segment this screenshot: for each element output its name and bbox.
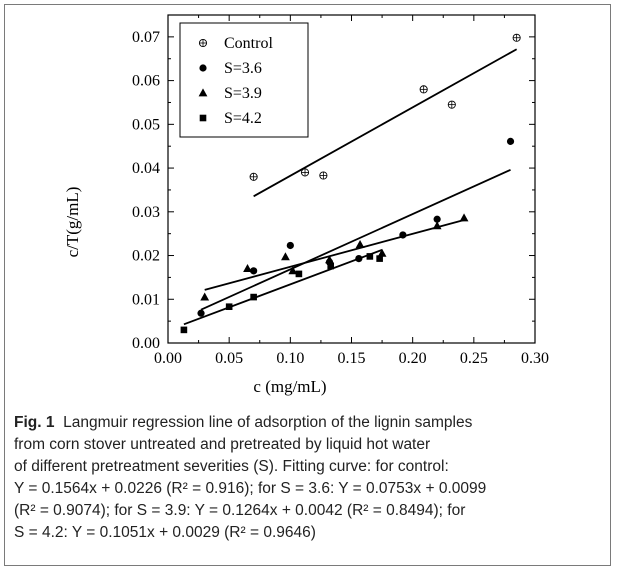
x-tick-label: 0.15 xyxy=(338,350,366,367)
fit-lines xyxy=(183,48,518,326)
x-tick-label: 0.05 xyxy=(215,350,243,367)
fit-line xyxy=(204,219,465,291)
data-point-triangle xyxy=(281,252,290,261)
chart: 0.00 0.05 0.10 0.15 0.20 0.25 0.30 0.00 0.01 0.02… xyxy=(63,14,549,396)
y-axis-label: c/T(g/mL) xyxy=(63,187,82,258)
data-point-circle xyxy=(399,231,407,239)
data-point-triangle xyxy=(355,240,365,248)
data-point-square xyxy=(327,262,335,270)
x-tick-label: 0.30 xyxy=(521,350,549,367)
caption-line-3: of different pretreatment severities (S)… xyxy=(14,458,449,475)
data-point-triangle xyxy=(200,292,210,301)
data-point-triangle xyxy=(459,213,469,222)
y-tick-label: 0.06 xyxy=(132,73,160,90)
caption-line-6: S = 4.2: Y = 0.1051x + 0.0029 (R² = 0.96… xyxy=(14,524,316,541)
data-point-circle-plus xyxy=(512,33,521,42)
x-axis-label: c (mg/mL) xyxy=(253,377,326,396)
data-point-circle-plus xyxy=(249,172,258,181)
legend-label: S=3.9 xyxy=(224,85,262,102)
caption-text: Langmuir regression line of adsorption o… xyxy=(63,414,473,431)
data-point-square xyxy=(376,255,383,262)
y-tick-label: 0.07 xyxy=(132,29,160,46)
data-point-circle-plus xyxy=(300,168,310,177)
data-point-triangle xyxy=(325,255,334,264)
caption-line-1: Fig. 1 Langmuir regression line of adsor… xyxy=(14,412,604,434)
x-tick-label: 0.20 xyxy=(399,350,427,367)
axes: 0.00 0.05 0.10 0.15 0.20 0.25 0.30 0.00 0.01 0.02… xyxy=(132,14,549,367)
x-tick-label: 0.25 xyxy=(460,350,488,367)
data-point-circle-plus xyxy=(319,171,328,180)
legend-label: S=4.2 xyxy=(224,110,262,127)
y-tick-label: 0.04 xyxy=(132,160,160,177)
data-point-circle xyxy=(197,309,205,317)
legend-marker-circle-plus xyxy=(198,38,208,48)
x-tick-label: 0.00 xyxy=(154,350,182,367)
data-point-triangle xyxy=(377,248,387,257)
fit-line xyxy=(253,48,518,198)
figure-frame xyxy=(4,4,611,566)
x-tick-label: 0.10 xyxy=(276,350,304,367)
data-point-circle-plus xyxy=(419,85,428,94)
data-point-square xyxy=(180,326,188,334)
fit-line xyxy=(183,249,383,326)
data-point-circle xyxy=(286,241,294,250)
caption-line-4: Y = 0.1564x + 0.0226 (R² = 0.916); for S… xyxy=(14,480,487,497)
fit-line xyxy=(200,169,511,311)
data-point-square xyxy=(295,270,303,278)
data-point-circle-plus xyxy=(447,100,456,109)
caption-figure-label: Fig. 1 xyxy=(14,414,55,431)
legend-marker-square xyxy=(199,114,207,122)
legend-label: S=3.6 xyxy=(224,60,262,77)
caption-line-5: (R² = 0.9074); for S = 3.9: Y = 0.1264x … xyxy=(14,502,466,519)
y-tick-label: 0.00 xyxy=(132,335,160,352)
y-tick-label: 0.01 xyxy=(132,291,160,308)
y-tick-label: 0.03 xyxy=(132,204,160,221)
data-point-circle xyxy=(250,267,258,275)
data-point-triangle xyxy=(288,266,298,275)
figure-caption: Fig. 1 Langmuir regression line of adsor… xyxy=(14,412,604,544)
data-point-circle xyxy=(506,137,515,145)
data-point-square xyxy=(250,293,257,301)
data-points xyxy=(180,33,521,334)
legend-label: Control xyxy=(224,35,273,52)
data-point-square xyxy=(225,303,233,311)
data-point-triangle xyxy=(243,264,252,273)
legend: Control S=3.6 S=3.9 S=4.2 xyxy=(179,22,309,138)
data-point-circle xyxy=(433,215,441,223)
y-tick-label: 0.02 xyxy=(132,248,160,265)
legend-marker-circle xyxy=(199,64,207,72)
legend-marker-triangle xyxy=(198,88,208,97)
y-tick-label: 0.05 xyxy=(132,116,160,133)
data-point-triangle xyxy=(432,221,442,230)
data-point-square xyxy=(366,253,374,260)
caption-line-2: from corn stover untreated and pretreate… xyxy=(14,436,431,453)
data-point-circle xyxy=(355,254,363,263)
